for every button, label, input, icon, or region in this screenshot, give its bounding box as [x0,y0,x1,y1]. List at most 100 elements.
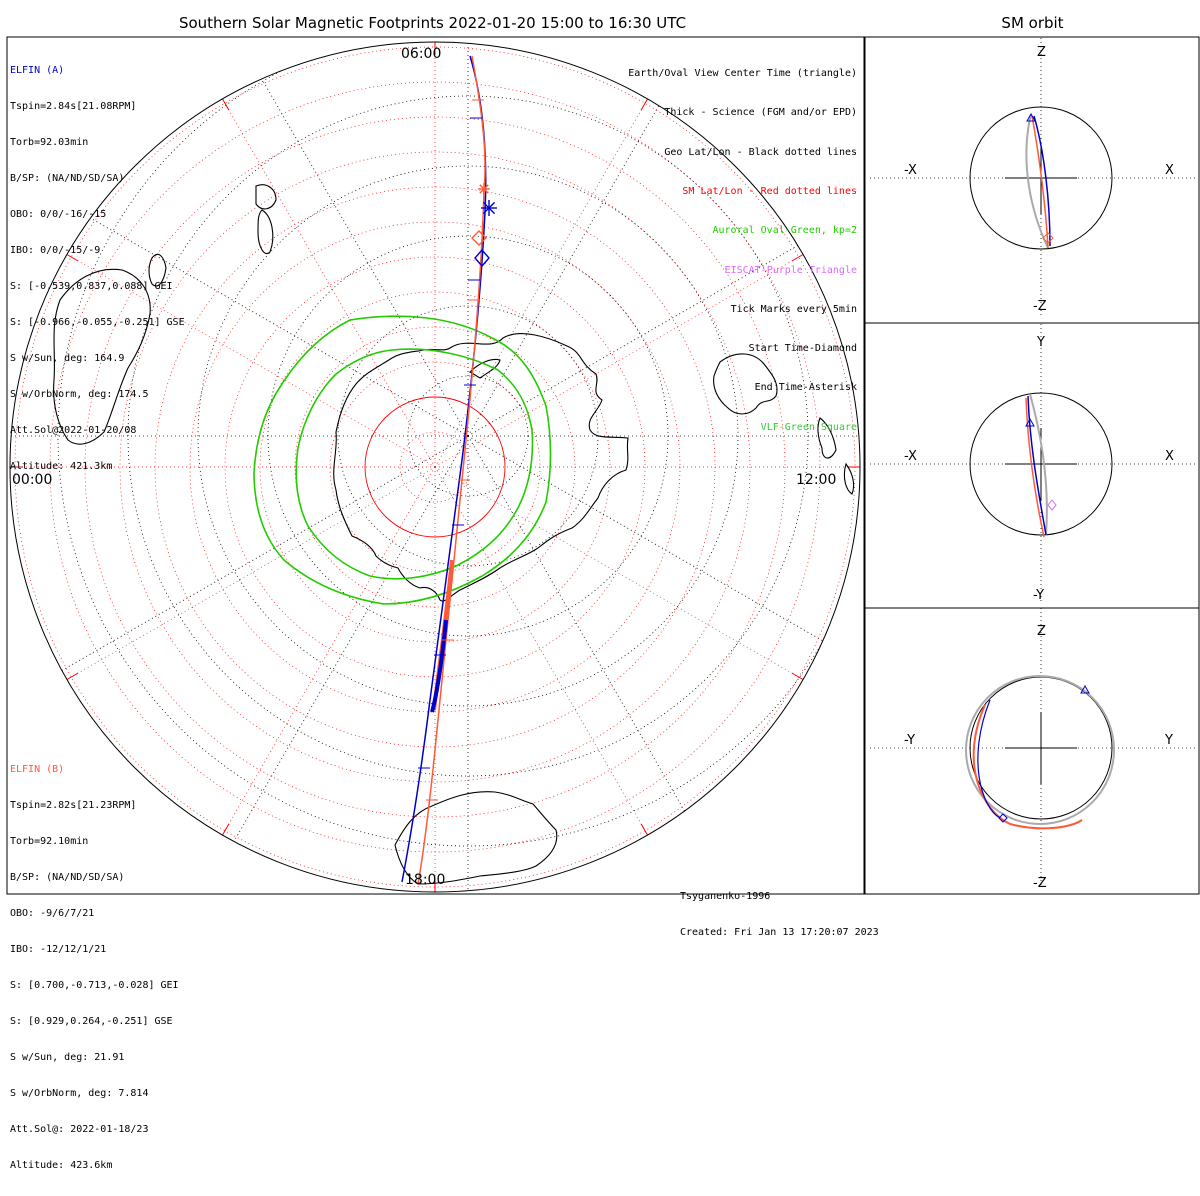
kerguelen-outline [257,209,274,254]
legend-item: Thick - Science (FGM and/or EPD) [664,107,857,119]
elfin-b-line: Torb=92.10min [10,836,89,847]
mlt-label-bottom: 18:00 [405,872,445,888]
earth-circle [969,106,1113,250]
elfin-a-line: S: [-0.966,-0.055,-0.251] GSE [10,317,185,328]
mlt-label-left: 00:00 [12,472,52,488]
sm-boundary-tick [640,823,648,836]
elfin-b-line: B/SP: (NA/ND/SD/SA) [10,872,125,883]
elfin-b-line: OBO: -9/6/7/21 [10,908,95,919]
orbit-axis-label-top: Z [1037,624,1046,639]
orbit-panel-xz: Z -Z -X X [870,38,1195,318]
grey-orbit-path [1029,393,1048,536]
geo-meridian-line [10,435,469,787]
sm-boundary-tick [791,254,804,262]
created-label: Created: Fri Jan 13 17:20:07 2023 [680,927,879,938]
antarctica-outline [333,333,629,602]
grey-orbit-path [965,675,1115,825]
elfin-a-line: OBO: 0/0/-16/-15 [10,209,107,220]
elfin-b-orbit-path [1031,115,1049,249]
elfin-a-orbit-path [1027,395,1047,536]
auroral-oval [253,315,552,605]
elfin-a-track [401,55,487,883]
geo-meridian-line [117,435,469,892]
side-title: SM orbit [1001,14,1064,32]
elfin-a-line: Att.Sol@2022-01-20/08 [10,425,137,436]
elfin-b-start-marker [1042,232,1054,244]
elfin-b-line: S w/Sun, deg: 21.91 [10,1052,125,1063]
elfin-b-start-diamond [471,230,487,246]
main-title: Southern Solar Magnetic Footprints 2022-… [178,14,687,32]
orbit-axis-label-bottom: -Z [1033,876,1047,891]
sm-latitude-circle [364,396,506,538]
elfin-b-line: S w/OrbNorm, deg: 7.814 [10,1088,149,1099]
elfin-a-view-triangle [1080,684,1090,694]
sm-meridian-line [434,466,651,840]
antarctic-peninsula [469,358,501,379]
auroral-oval-outer [253,315,552,605]
continents [53,184,855,885]
sm-latitude-circle [399,431,471,503]
elfin-a-line: S: [-0.539,0.837,0.088] GEI [10,281,173,292]
elfin-a-line: Torb=92.03min [10,137,89,148]
sm-boundary-tick [222,98,230,111]
plot-stage: Southern Solar Magnetic Footprints 2022-… [6,14,1200,1171]
sm-boundary-tick [66,672,79,680]
start-diamond-marker [1047,499,1057,511]
orbit-axis-label-right: Y [1164,733,1173,748]
elfin-a-line: IBO: 0/0/-15/-9 [10,245,101,256]
sm-meridian-line [219,94,436,468]
elfin-a-orbit-path [1033,115,1051,247]
orbit-axis-label-left: -X [904,449,917,464]
grey-orbit-path [1025,113,1049,249]
geo-meridian-line [10,85,469,437]
sm-latitude-circle [84,116,786,818]
sm-boundary-tick [640,98,648,111]
legend-item: Auroral Oval-Green, kp=2 [712,225,858,237]
elfin-b-line: S: [0.700,-0.713,-0.028] GEI [10,980,179,991]
geo-latitude-circle [197,165,739,707]
geo-meridian-line [467,85,860,437]
elfin-b-end-asterisk [478,183,490,195]
asterisk-stroke [479,184,489,194]
polar-panel-frame [6,36,865,895]
elfin-a-name: ELFIN (A) [10,65,65,76]
orbit-axis-label-top: Y [1036,335,1045,350]
elfin-b-track [417,55,486,885]
geo-meridian-line [467,435,819,892]
geo-grid [10,42,860,892]
credit-block: Tsyganenko-1996 Created: Fri Jan 13 17:2… [680,867,879,963]
orbit-panel-frame [864,36,1200,895]
africa-outline [53,268,151,445]
model-label: Tsyganenko-1996 [680,891,771,902]
sm-latitude-circle [224,256,646,678]
geo-meridian-line [467,42,819,437]
sm-meridian-line [219,466,436,840]
elfin-a-line: S w/Sun, deg: 164.9 [10,353,125,364]
elfin-a-line: Tspin=2.84s[21.08RPM] [10,101,137,112]
elfin-a-science-segment [430,619,448,713]
mlt-label-top: 06:00 [401,46,441,62]
sm-boundary-tick [791,672,804,680]
orbit-axis-label-top: Z [1037,45,1046,60]
geo-meridian-line [117,42,469,437]
south-america-outline [394,791,558,885]
elfin-b-orbit-path [972,704,1083,830]
polar-map: 06:00 12:00 18:00 00:00 [9,41,861,893]
orbit-axis-label-right: X [1165,449,1174,464]
elfin-b-line: IBO: -12/12/1/21 [10,944,107,955]
orbit-axis-label-bottom: -Y [1033,588,1044,603]
orbit-axis-label-left: -Y [904,733,915,748]
asterisk-stroke [482,201,496,215]
elfin-a-start-diamond [474,248,490,268]
elfin-a-line: B/SP: (NA/ND/SD/SA) [10,173,125,184]
polar-plot-boundary [9,41,861,893]
legend-item: Earth/Oval View Center Time (triangle) [628,68,857,80]
south-georgia-outline [255,184,277,210]
legend-item: VLF-Green Square [760,421,857,433]
orbit-axis-label-right: X [1165,163,1174,178]
geo-meridian-line [467,435,860,787]
sm-latitude-circle [259,291,611,643]
new-zealand-outline [817,417,855,495]
orbit-panel-yz: Z -Z -Y Y [870,608,1195,891]
footprint-plot-svg: 06:00 12:00 18:00 00:00 Z -Z -X X Y -Y -X X Z -… [6,36,1200,895]
